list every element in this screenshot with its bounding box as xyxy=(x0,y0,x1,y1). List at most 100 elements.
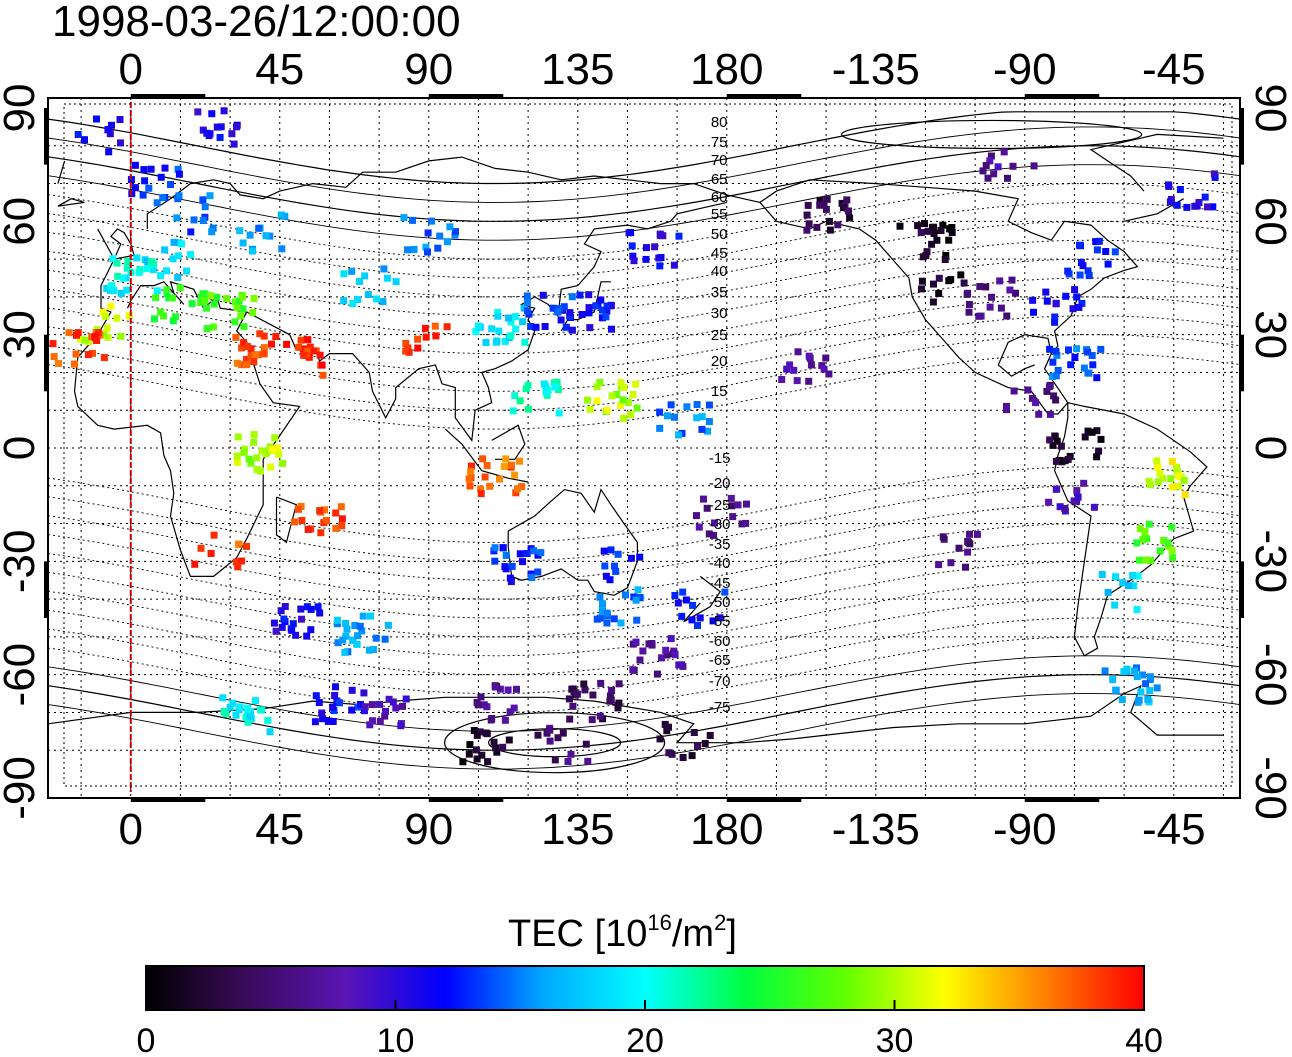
tec-cell xyxy=(1053,437,1061,445)
tec-cell xyxy=(568,326,576,334)
tec-cell xyxy=(292,631,300,639)
magnetic-latitude-label: 35 xyxy=(711,284,728,301)
tec-cell xyxy=(990,170,998,178)
y-tick-label-left: -60 xyxy=(0,643,44,707)
tec-cell xyxy=(790,366,798,374)
tec-cell xyxy=(1093,453,1101,461)
magnetic-latitude-label: 15 xyxy=(711,383,728,400)
tec-cell xyxy=(942,252,950,259)
tec-cell xyxy=(656,735,664,743)
tec-cell xyxy=(349,636,357,644)
tec-cell xyxy=(248,247,256,255)
tec-cell xyxy=(103,285,111,292)
tec-cell xyxy=(295,343,303,351)
tec-cell xyxy=(662,646,670,654)
tec-cell xyxy=(495,327,503,335)
tec-cell xyxy=(280,615,288,623)
tec-cell xyxy=(1051,313,1059,321)
tec-cell xyxy=(323,517,330,524)
tec-cell xyxy=(507,332,515,340)
tec-cell xyxy=(358,627,366,635)
tec-cell xyxy=(1067,361,1075,369)
x-tick-label-bottom: 45 xyxy=(255,805,304,854)
tec-cell xyxy=(173,214,181,222)
tec-cell xyxy=(930,230,938,237)
tec-cell xyxy=(1176,186,1184,193)
coastline xyxy=(1053,402,1208,657)
tec-cell xyxy=(619,396,627,404)
tec-cell xyxy=(522,385,530,393)
y-tick-label-right: 60 xyxy=(1246,197,1292,246)
tec-cell xyxy=(1056,503,1064,511)
tec-cell xyxy=(939,533,947,541)
tec-cell xyxy=(603,406,611,414)
tec-cell xyxy=(656,262,664,270)
tec-cell xyxy=(161,164,169,172)
tec-cell xyxy=(738,520,746,528)
tec-cell xyxy=(941,256,949,263)
tec-cell xyxy=(183,267,191,275)
tec-cell xyxy=(336,699,343,707)
magnetic-latitude-label: 25 xyxy=(711,327,728,344)
tec-cell xyxy=(422,243,430,251)
tec-cell xyxy=(709,617,717,625)
tec-cell xyxy=(729,513,737,521)
tec-cell xyxy=(593,397,601,405)
tec-cell xyxy=(668,750,676,758)
magnetic-latitude-line xyxy=(48,655,1240,732)
tec-cell xyxy=(743,500,750,508)
tec-cell xyxy=(606,692,614,700)
tec-cell xyxy=(613,391,620,398)
tec-cell xyxy=(1071,286,1079,294)
magnetic-latitude-label: 45 xyxy=(711,245,728,262)
tec-cell xyxy=(603,307,611,315)
tec-cell xyxy=(252,697,259,705)
tec-cell xyxy=(1146,687,1154,695)
tec-cell xyxy=(519,318,527,326)
x-axis-top-ticks: 0 45 90 135 180 -135 -90 -45 xyxy=(119,45,1206,94)
tec-cell xyxy=(73,331,80,339)
tec-cell xyxy=(1092,238,1100,246)
tec-cell xyxy=(546,726,554,734)
tec-cell xyxy=(354,296,362,304)
tec-cell xyxy=(965,308,973,316)
tec-cell xyxy=(778,376,786,383)
tec-cell xyxy=(341,648,349,656)
tec-cell xyxy=(1051,318,1059,326)
magnetic-latitude-label: -35 xyxy=(709,536,731,553)
tec-cell xyxy=(496,685,504,693)
x-tick-label-top: 135 xyxy=(541,45,614,94)
tec-cell xyxy=(1093,374,1101,382)
tec-cell xyxy=(109,255,117,263)
tec-cell xyxy=(534,568,542,576)
tec-cell xyxy=(617,619,625,627)
tec-cell xyxy=(1073,487,1081,495)
tec-cell xyxy=(359,612,367,620)
tec-cell xyxy=(157,308,165,316)
magnetic-latitude-label: 60 xyxy=(711,189,728,206)
tec-cell xyxy=(1064,267,1072,275)
tec-cell xyxy=(174,252,182,260)
tec-cell xyxy=(1135,696,1143,704)
tec-cell xyxy=(482,339,490,346)
tec-cell xyxy=(1147,557,1155,565)
tec-cell xyxy=(100,330,108,338)
tec-cell xyxy=(513,485,521,493)
tec-cell xyxy=(147,165,155,173)
tec-cell xyxy=(1052,372,1060,380)
tec-cell xyxy=(1054,366,1062,374)
colorbar-tick-label: 20 xyxy=(626,1022,664,1057)
tec-cell xyxy=(245,455,253,463)
magnetic-latitude-label: 70 xyxy=(711,152,728,169)
tec-cell xyxy=(354,632,362,640)
tec-cell xyxy=(278,245,286,253)
tec-cell xyxy=(678,612,686,620)
tec-cell xyxy=(505,314,513,322)
tec-cell xyxy=(235,297,243,305)
tec-cell xyxy=(986,157,994,165)
tec-cell xyxy=(1119,579,1127,587)
magnetic-latitude-label: -60 xyxy=(709,633,731,650)
tec-cell xyxy=(1057,442,1065,450)
tec-cell xyxy=(85,338,93,346)
magnetic-latitude-label: 65 xyxy=(711,171,728,188)
